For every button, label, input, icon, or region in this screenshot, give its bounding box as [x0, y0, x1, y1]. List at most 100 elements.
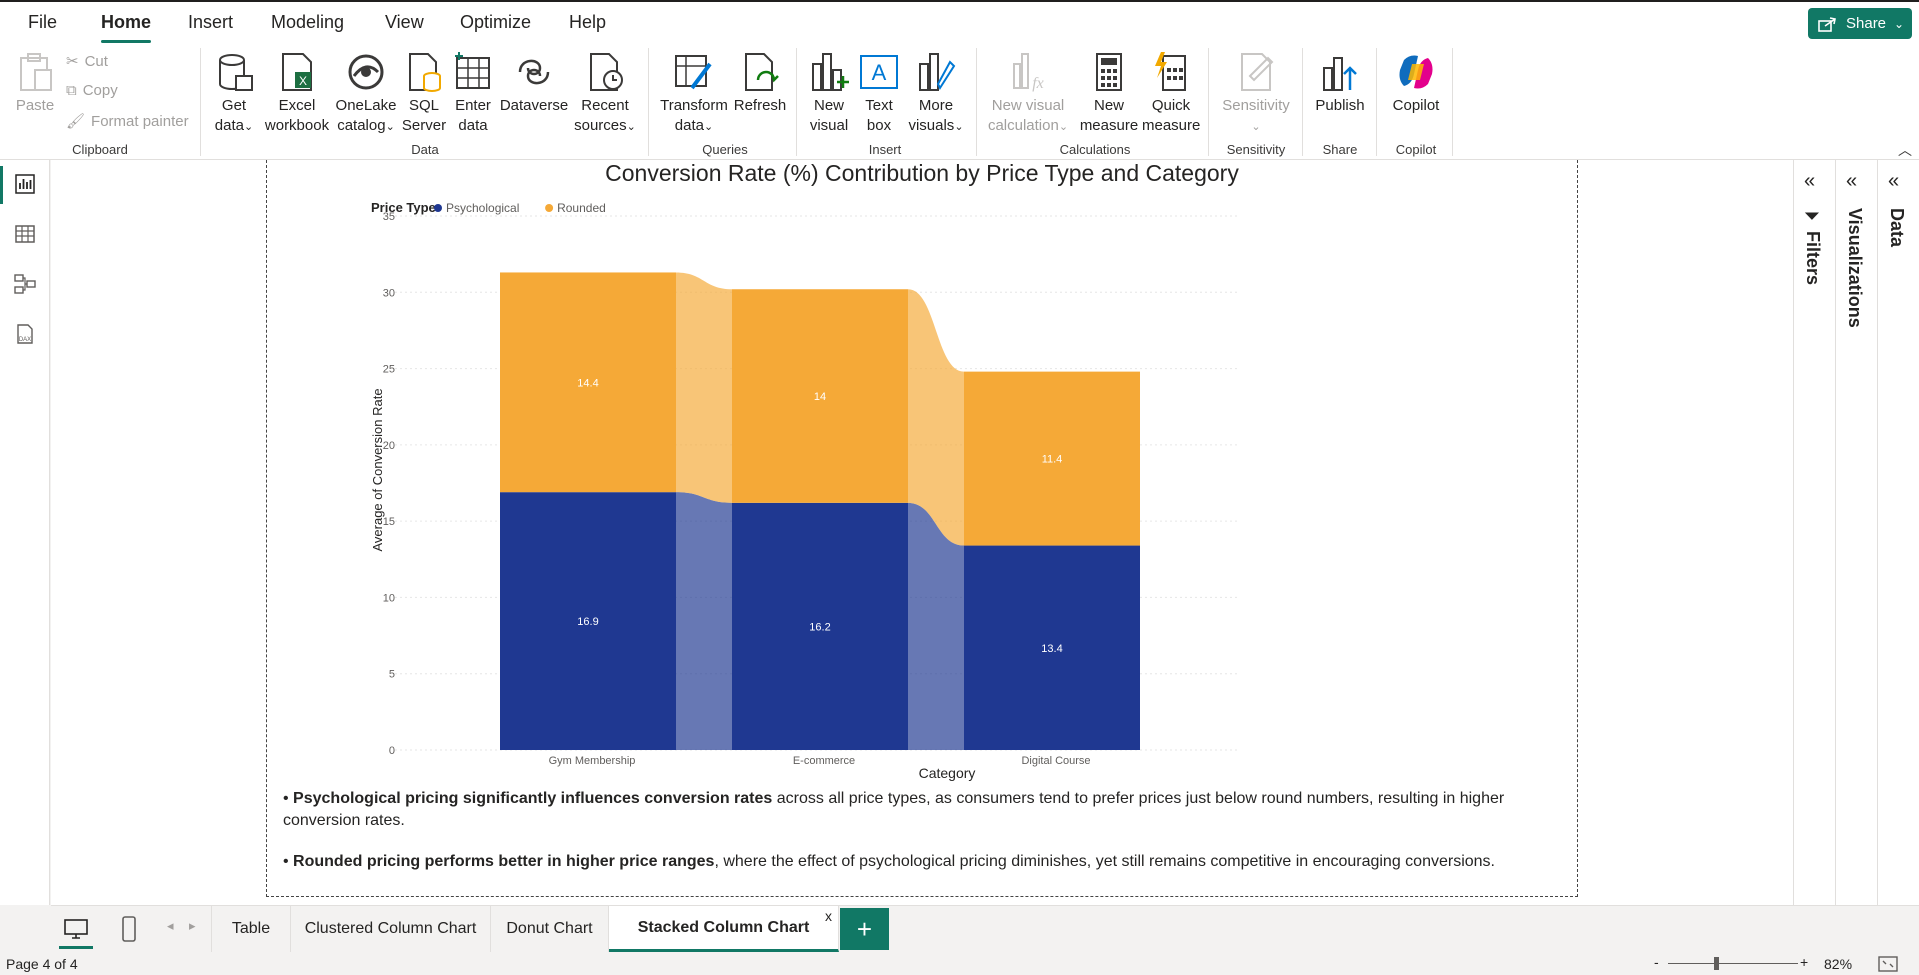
ribbon-separator [1376, 48, 1377, 156]
zoom-out-icon[interactable]: - [1654, 954, 1659, 970]
x-tick-label: E-commerce [793, 755, 855, 767]
paste-label: Paste [15, 97, 55, 114]
report-view-icon[interactable] [13, 172, 37, 196]
chevron-down-icon: ⌄ [243, 121, 254, 133]
transform-data-button[interactable]: Transform data⌄ [658, 50, 730, 137]
transform-label-2: data [674, 117, 704, 134]
ribbon-separator [1452, 48, 1453, 156]
new-visual-button[interactable]: New visual [806, 50, 852, 136]
filter-icon: ⏷ [1803, 208, 1823, 226]
chart-title: Conversion Rate (%) Contribution by Pric… [605, 160, 1239, 186]
visualizations-label: Visualizations [1845, 208, 1865, 328]
scroll-right-icon[interactable]: ▸ [189, 918, 196, 933]
dax-query-view-icon[interactable]: DAX [13, 322, 37, 346]
filters-pane[interactable]: « ⏷ Filters [1793, 160, 1835, 905]
stacked-column-chart[interactable]: 0 5 10 15 20 25 30 35 16.9 14.4 16.2 14 13.4 11.4 Gy… [267, 194, 1579, 794]
onelake-catalog-button[interactable]: OneLake catalog⌄ [334, 50, 398, 137]
model-view-icon[interactable] [13, 272, 37, 296]
ribbon-rounded [908, 289, 964, 546]
report-page: Conversion Rate (%) Contribution by Pric… [266, 160, 1578, 897]
tab-table[interactable]: Table [211, 906, 291, 952]
queries-group-label: Queries [702, 142, 748, 157]
dataverse-button[interactable]: Dataverse [498, 50, 570, 116]
y-tick-label: 30 [383, 287, 395, 299]
zoom-slider-track[interactable] [1668, 963, 1798, 964]
new-visual-calculation-button[interactable]: fx New visual calculation⌄ [986, 50, 1070, 137]
recent-sources-button[interactable]: Recent sources⌄ [572, 50, 638, 137]
share-group-label: Share [1322, 142, 1358, 157]
y-tick-label: 10 [383, 592, 395, 604]
table-view-icon[interactable] [13, 222, 37, 246]
brush-icon: 🖌 [66, 113, 86, 130]
format-painter-button[interactable]: 🖌 Format painter [66, 112, 189, 131]
bar-psychological [500, 492, 676, 750]
publish-button[interactable]: Publish [1312, 50, 1368, 116]
legend-marker [545, 204, 554, 212]
svg-text:X: X [299, 74, 307, 88]
menu-home[interactable]: Home [101, 12, 152, 43]
menu-insert[interactable]: Insert [188, 12, 234, 32]
copilot-group-label: Copilot [1395, 142, 1437, 157]
quick-measure-label-1: Quick [1151, 97, 1191, 114]
tab-stacked-column-chart[interactable]: Stacked Column Chart x [609, 906, 839, 952]
menu-optimize[interactable]: Optimize [460, 12, 532, 32]
collapse-ribbon-icon[interactable]: ︿ [1898, 142, 1912, 158]
zoom-slider-thumb[interactable] [1714, 957, 1719, 970]
zoom-in-icon[interactable]: + [1800, 954, 1809, 970]
more-visuals-icon [919, 53, 956, 91]
y-tick-label: 20 [383, 440, 395, 452]
expand-filters-icon[interactable]: « [1804, 170, 1816, 192]
expand-data-icon[interactable]: « [1888, 170, 1900, 192]
menu-bar: File Home Insert Modeling View Optimize … [0, 0, 1919, 44]
more-visuals-button[interactable]: More visuals⌄ [904, 50, 968, 137]
copilot-button[interactable]: Copilot [1386, 50, 1446, 116]
menu-view[interactable]: View [385, 12, 424, 32]
scroll-left-icon[interactable]: ◂ [167, 918, 174, 933]
dataverse-icon [518, 59, 550, 85]
tab-donut-chart[interactable]: Donut Chart [491, 906, 609, 952]
report-canvas: Conversion Rate (%) Contribution by Pric… [51, 160, 1793, 905]
sql-label-1: SQL [408, 97, 439, 114]
sensitivity-button[interactable]: Sensitivity ⌄ [1218, 50, 1294, 137]
new-measure-button[interactable]: New measure [1076, 50, 1142, 136]
cut-button[interactable]: ✂ Cut [66, 52, 108, 71]
share-button[interactable]: Share ⌄ [1808, 8, 1912, 39]
database-icon [219, 54, 253, 91]
more-visuals-label-1: More [918, 97, 954, 114]
filters-pane-label: ⏷ Filters [1802, 208, 1823, 285]
fit-to-page-icon[interactable] [1878, 956, 1898, 972]
quick-measure-button[interactable]: Quick measure [1142, 50, 1200, 136]
enter-data-button[interactable]: Enter data [450, 50, 496, 136]
menu-help[interactable]: Help [569, 12, 607, 32]
expand-visualizations-icon[interactable]: « [1846, 170, 1858, 192]
format-painter-label: Format painter [91, 112, 189, 130]
desktop-layout-icon[interactable] [63, 916, 89, 942]
excel-workbook-button[interactable]: X Excel workbook [262, 50, 332, 136]
bar-psychological [732, 502, 908, 750]
text-box-button[interactable]: A Text box [856, 50, 902, 136]
paste-button[interactable]: Paste [12, 50, 58, 116]
new-visual-calc-label-1: New visual [991, 97, 1065, 114]
close-tab-icon[interactable]: x [825, 908, 832, 924]
onelake-icon [348, 54, 384, 90]
zoom-level: 82% [1824, 956, 1853, 972]
data-label: 16.2 [809, 621, 830, 633]
add-page-button[interactable]: + [840, 908, 889, 950]
mobile-layout-icon[interactable] [121, 915, 137, 943]
get-data-button[interactable]: Get data⌄ [208, 50, 260, 137]
legend-marker [434, 204, 442, 212]
menu-modeling[interactable]: Modeling [271, 12, 345, 32]
tab-clustered-column-chart[interactable]: Clustered Column Chart [291, 906, 491, 952]
y-axis-ticks: 0 5 10 15 20 25 30 35 [383, 211, 395, 757]
active-view-indicator [0, 166, 3, 204]
legend-item: Rounded [557, 201, 606, 215]
text-box-label-2: box [866, 117, 892, 134]
data-pane[interactable]: « Data [1877, 160, 1919, 905]
sql-server-button[interactable]: SQL Server [400, 50, 448, 136]
visualizations-pane[interactable]: « Visualizations [1835, 160, 1877, 905]
refresh-button[interactable]: Refresh [730, 50, 790, 116]
copilot-label: Copilot [1392, 97, 1440, 114]
menu-file[interactable]: File [28, 12, 58, 32]
data-group-label: Data [411, 142, 439, 157]
copy-button[interactable]: ⧉ Copy [66, 82, 118, 99]
